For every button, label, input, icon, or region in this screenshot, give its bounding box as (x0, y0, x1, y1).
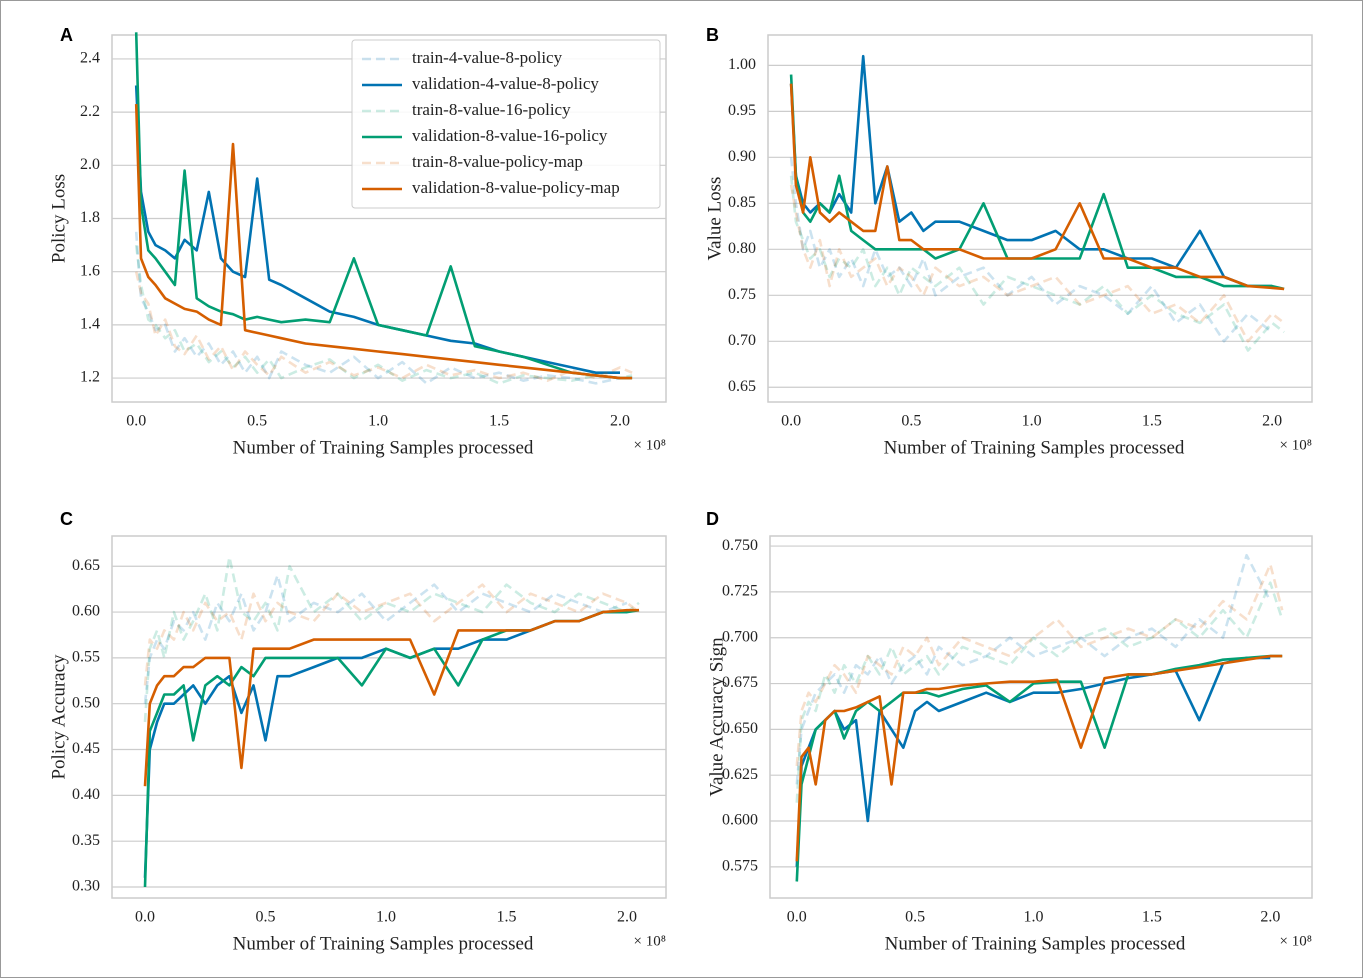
legend-label: validation-8-value-policy-map (412, 178, 620, 197)
x-multiplier: × 10⁸ (1280, 437, 1312, 453)
legend-label: validation-8-value-16-policy (412, 126, 608, 145)
series-line (134, 271, 633, 382)
y-tick-label: 0.65 (72, 557, 100, 574)
y-tick-label: 0.45 (72, 740, 100, 757)
series-line (143, 608, 639, 787)
y-tick-label: 0.675 (722, 674, 758, 691)
y-tick-label: 1.4 (80, 316, 100, 333)
x-tick-label: 0.5 (256, 909, 276, 926)
y-tick-label: 0.575 (722, 858, 758, 875)
panel-label: A (60, 25, 73, 45)
plot-frame (769, 535, 1313, 899)
y-tick-label: 1.6 (80, 262, 100, 279)
series-line (789, 175, 1285, 352)
y-tick-label: 0.75 (728, 286, 756, 303)
x-tick-label: 1.0 (376, 909, 396, 926)
series-line (143, 574, 628, 704)
y-axis-label: Policy Accuracy (48, 654, 69, 780)
y-tick-label: 1.00 (728, 56, 756, 73)
legend-label: train-8-value-policy-map (412, 152, 583, 171)
x-tick-label: 1.0 (1022, 413, 1042, 430)
y-tick-label: 0.85 (728, 194, 756, 211)
y-tick-label: 0.95 (728, 102, 756, 119)
x-tick-label: 1.5 (489, 413, 509, 430)
x-multiplier: × 10⁸ (634, 437, 666, 453)
x-tick-label: 0.0 (787, 909, 807, 926)
x-multiplier: × 10⁸ (1280, 933, 1312, 949)
y-tick-label: 2.4 (80, 50, 100, 67)
y-tick-label: 0.600 (722, 812, 758, 829)
y-tick-label: 0.50 (72, 694, 100, 711)
y-tick-label: 0.625 (722, 766, 758, 783)
y-tick-label: 2.2 (80, 103, 100, 120)
x-tick-label: 1.0 (1024, 909, 1044, 926)
y-tick-label: 0.700 (722, 628, 758, 645)
series-line (795, 553, 1272, 785)
y-tick-label: 1.2 (80, 369, 100, 386)
series-line (795, 654, 1283, 862)
series-line (789, 184, 1285, 343)
series-line (143, 555, 640, 723)
series-line (134, 231, 621, 385)
legend-box (351, 39, 661, 209)
legend-label: train-8-value-16-policy (412, 100, 571, 119)
x-tick-label: 1.5 (496, 909, 516, 926)
y-tick-label: 0.35 (72, 832, 100, 849)
plot-frame (111, 34, 667, 403)
series-line (789, 83, 1285, 291)
y-tick-label: 0.60 (72, 603, 100, 620)
x-tick-label: 1.5 (1142, 909, 1162, 926)
y-tick-label: 0.750 (722, 537, 758, 554)
x-tick-label: 1.0 (368, 413, 388, 430)
series-line (795, 563, 1284, 767)
y-tick-label: 0.650 (722, 720, 758, 737)
series-line (143, 583, 640, 686)
x-tick-label: 2.0 (610, 413, 630, 430)
x-tick-label: 0.5 (905, 909, 925, 926)
series-line (789, 74, 1285, 291)
y-tick-label: 0.90 (728, 148, 756, 165)
x-multiplier: × 10⁸ (634, 933, 666, 949)
x-tick-label: 2.0 (1262, 413, 1282, 430)
x-tick-label: 2.0 (617, 909, 637, 926)
x-axis-label: Number of Training Samples processed (233, 437, 534, 458)
y-tick-label: 0.40 (72, 786, 100, 803)
panel-label: C (60, 509, 73, 529)
x-tick-label: 0.5 (901, 413, 921, 430)
series-line (143, 610, 627, 878)
y-tick-label: 2.0 (80, 156, 100, 173)
plot-frame (767, 34, 1313, 403)
x-tick-label: 0.5 (247, 413, 267, 430)
x-axis-label: Number of Training Samples processed (885, 933, 1186, 954)
legend-label: validation-4-value-8-policy (412, 74, 599, 93)
x-tick-label: 0.0 (781, 413, 801, 430)
y-tick-label: 0.55 (72, 649, 100, 666)
y-axis-label: Value Loss (704, 177, 725, 261)
series-line (134, 32, 633, 380)
series-line (789, 157, 1273, 343)
legend-label: train-4-value-8-policy (412, 48, 563, 67)
panel-label: D (706, 509, 719, 529)
x-tick-label: 2.0 (1260, 909, 1280, 926)
x-tick-label: 0.0 (126, 413, 146, 430)
y-tick-label: 0.80 (728, 240, 756, 257)
y-tick-label: 0.70 (728, 332, 756, 349)
y-axis-label: Value Accuracy Sign (706, 637, 727, 797)
y-axis-label: Policy Loss (48, 174, 69, 263)
y-tick-label: 0.30 (72, 878, 100, 895)
y-tick-label: 1.8 (80, 209, 100, 226)
plot-frame (111, 535, 667, 899)
series-line (134, 104, 633, 380)
x-tick-label: 1.5 (1142, 413, 1162, 430)
series-line (795, 581, 1284, 803)
series-line (134, 244, 633, 385)
y-tick-label: 0.725 (722, 583, 758, 600)
x-tick-label: 0.0 (135, 909, 155, 926)
x-axis-label: Number of Training Samples processed (233, 933, 534, 954)
x-axis-label: Number of Training Samples processed (884, 437, 1185, 458)
panel-label: B (706, 25, 719, 45)
y-tick-label: 0.65 (728, 378, 756, 395)
